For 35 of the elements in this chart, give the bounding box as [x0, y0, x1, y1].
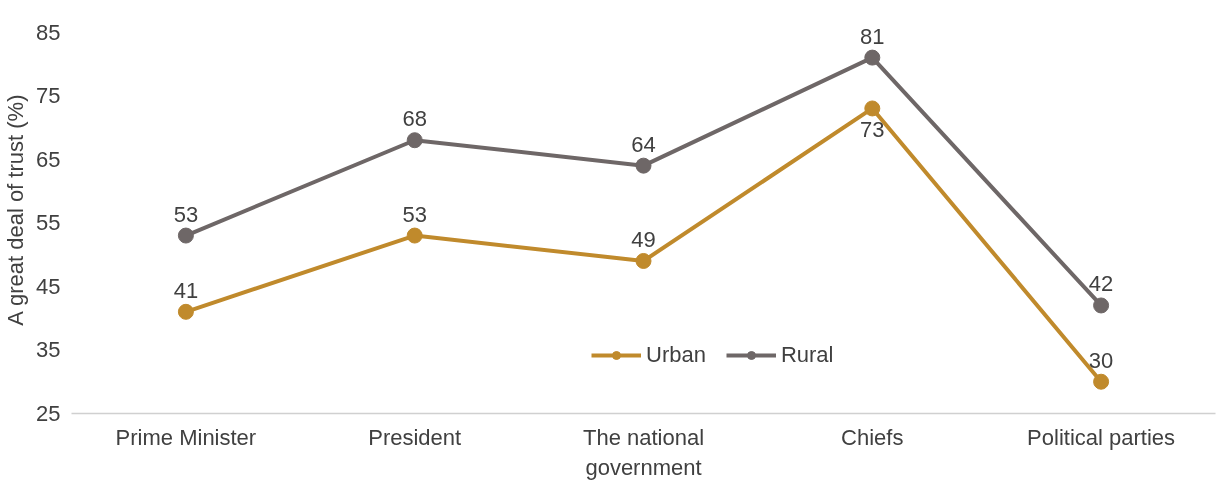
- data-label: 30: [1088, 347, 1114, 373]
- point: [1093, 297, 1110, 314]
- legend-label: Urban: [646, 342, 706, 368]
- data-label: 41: [173, 277, 199, 303]
- y-tick-label: 45: [36, 273, 61, 299]
- data-label: 53: [402, 201, 427, 227]
- y-tick-label: 55: [36, 210, 61, 236]
- x-tick-label: Prime Minister: [115, 424, 257, 450]
- x-tick-label: Chiefs: [841, 424, 904, 450]
- y-tick-label: 35: [36, 337, 61, 363]
- point: [406, 227, 423, 244]
- y-tick-label: 65: [36, 146, 61, 172]
- x-tick-label: Political parties: [1027, 424, 1176, 450]
- point: [635, 252, 652, 269]
- data-label: 42: [1088, 271, 1114, 297]
- data-label: 68: [402, 106, 427, 132]
- data-label: 64: [631, 131, 656, 157]
- point: [864, 100, 881, 117]
- y-tick-label: 25: [36, 401, 61, 426]
- point: [864, 49, 881, 66]
- point: [1093, 373, 1110, 390]
- point: [177, 227, 194, 244]
- y-tick-label: 75: [36, 83, 61, 109]
- y-axis-title: A great deal of trust (%): [3, 94, 29, 326]
- point: [177, 303, 194, 320]
- x-tick-label: President: [368, 424, 462, 450]
- data-label: 49: [631, 226, 656, 252]
- point: [406, 132, 423, 149]
- legend-label: Rural: [780, 342, 834, 368]
- point: [635, 157, 652, 174]
- data-label: 73: [860, 117, 885, 143]
- x-tick-label: The national government: [582, 424, 705, 480]
- data-label: 53: [173, 201, 199, 227]
- data-label: 81: [860, 23, 885, 49]
- y-tick-label: 85: [36, 19, 61, 45]
